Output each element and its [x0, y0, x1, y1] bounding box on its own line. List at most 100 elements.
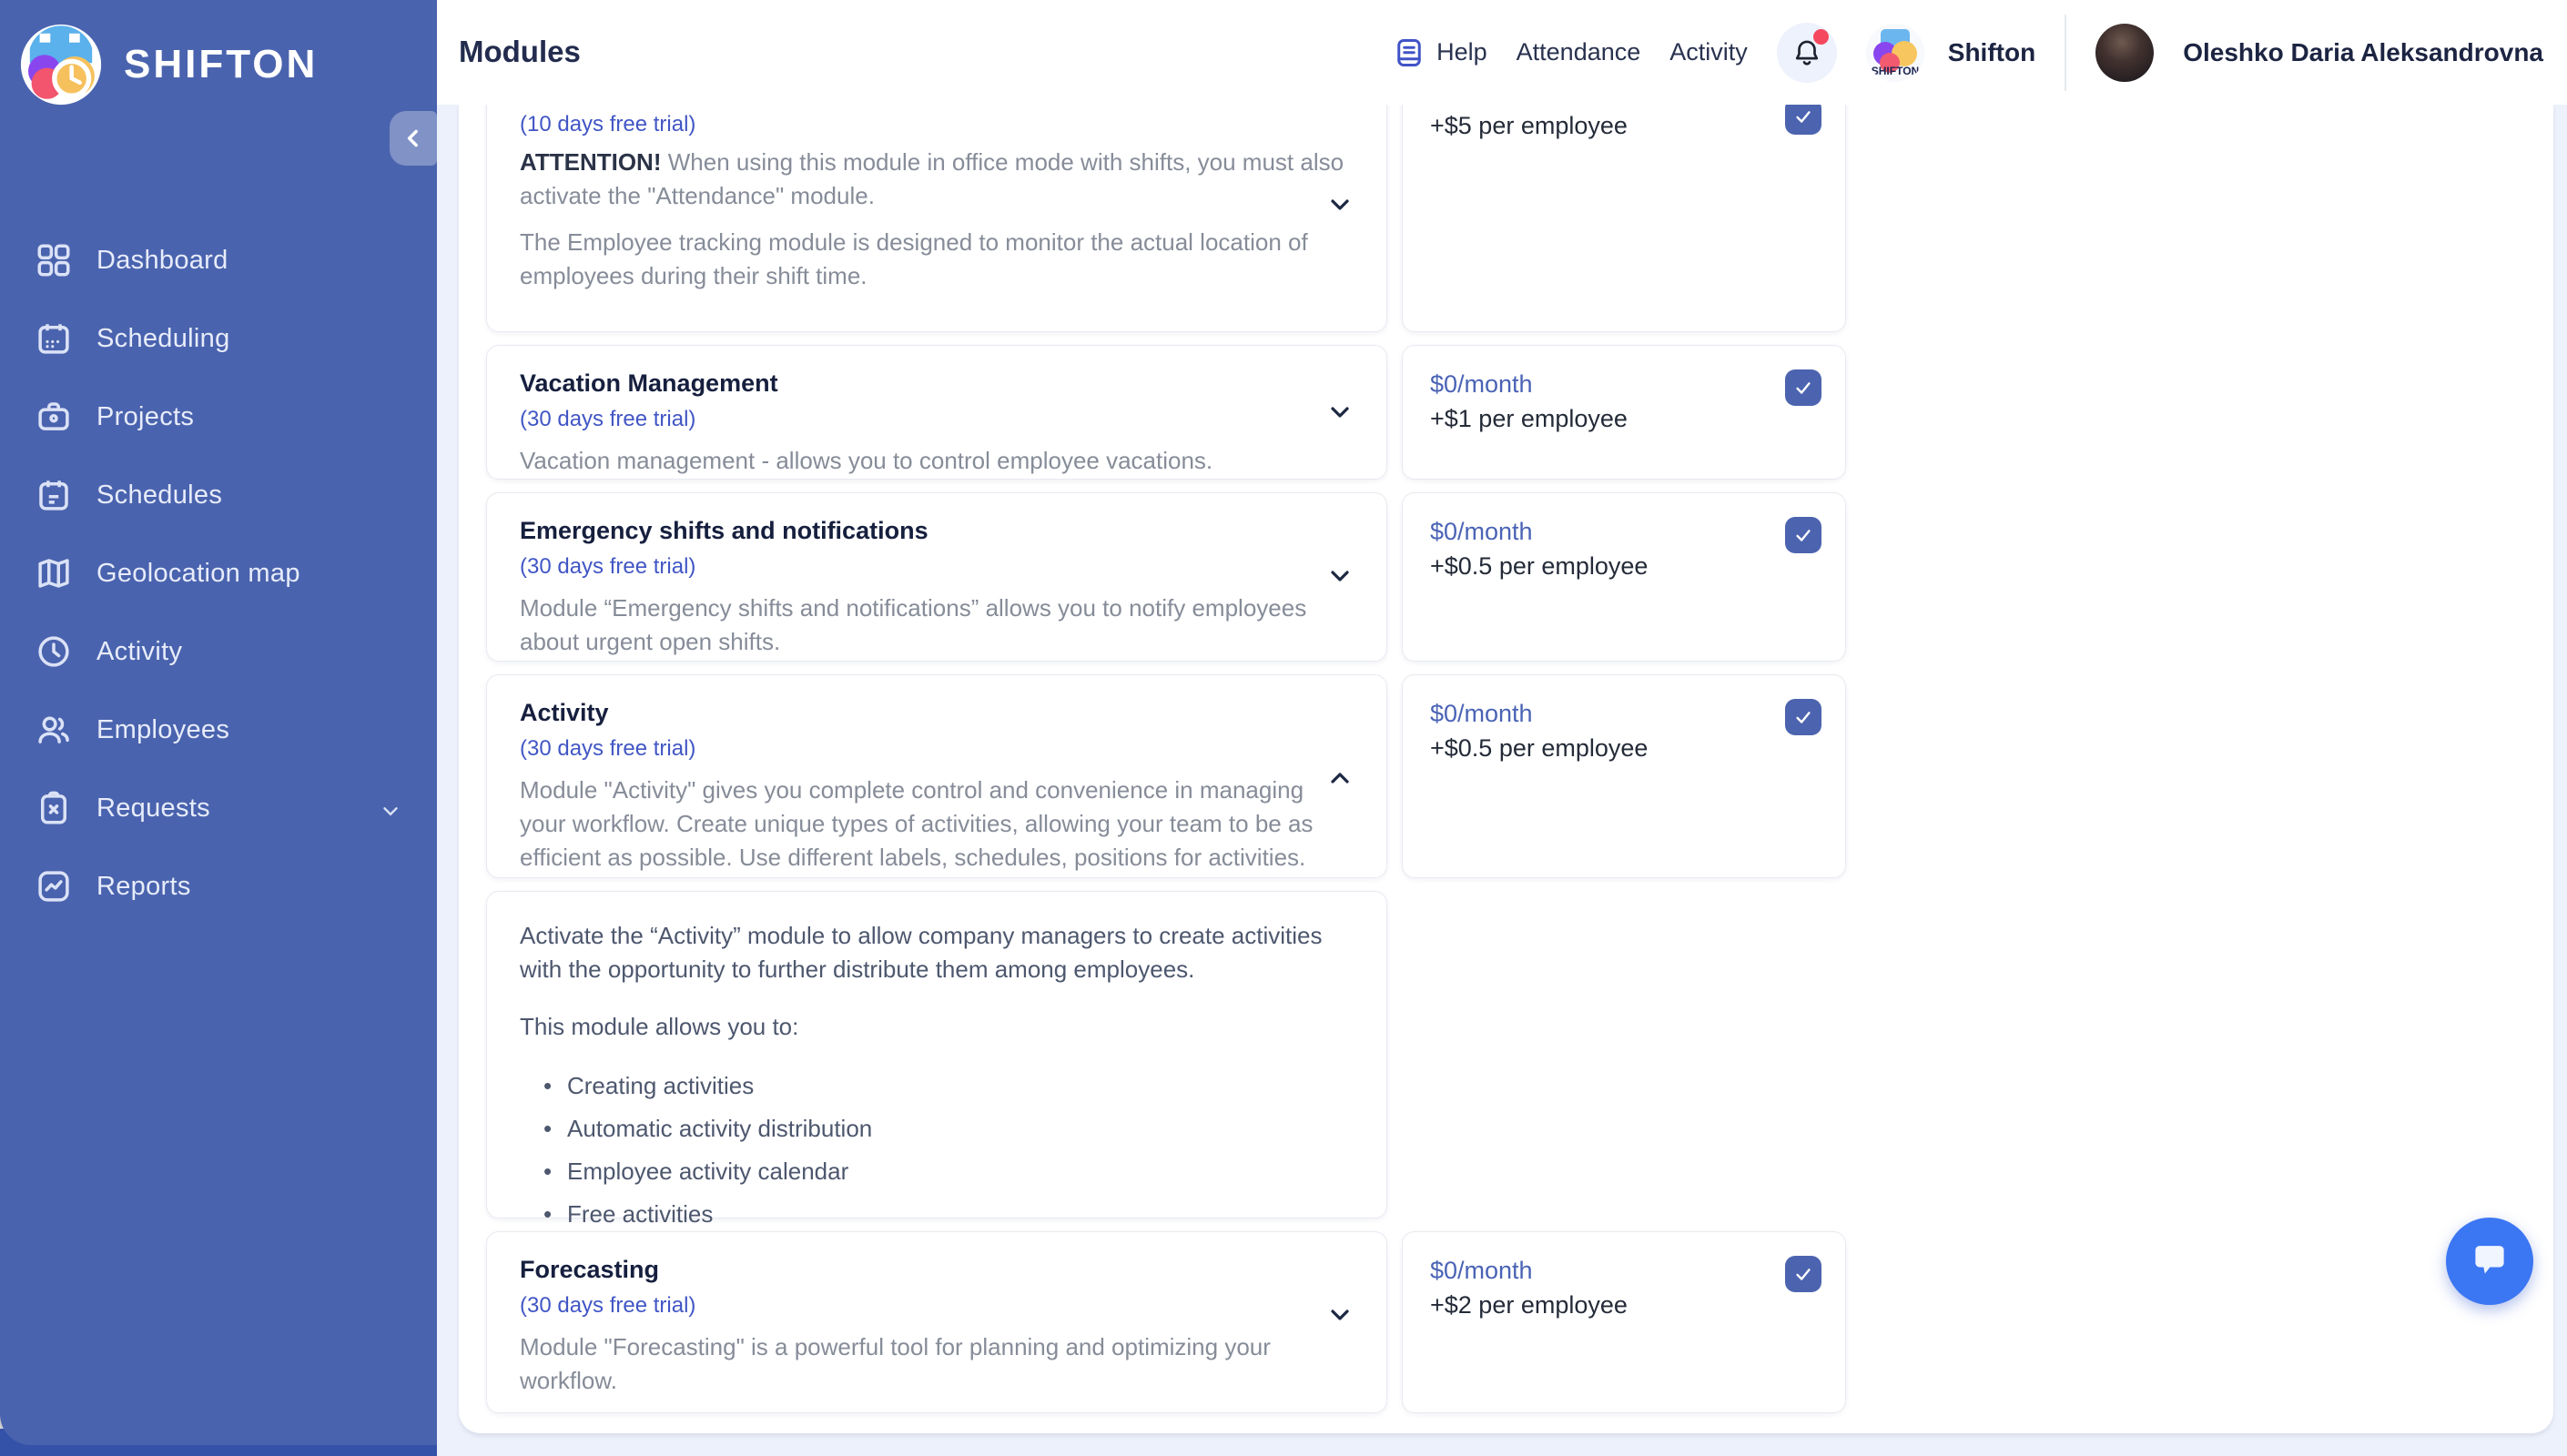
chevron-left-icon: [407, 129, 418, 147]
list-item: Automatic activity distribution: [520, 1112, 1354, 1146]
chart-icon: [38, 871, 69, 902]
checkmark-icon: [1796, 1269, 1811, 1280]
sidebar-item-label: Employees: [96, 714, 230, 744]
module-attention-text: ATTENTION! When using this module in off…: [520, 146, 1354, 213]
module-description: The Employee tracking module is designed…: [520, 228, 1308, 289]
activity-details-intro: Activate the “Activity” module to allow …: [520, 922, 1323, 983]
map-icon: [38, 559, 69, 588]
price-per-employee: +$0.5 per employee: [1430, 734, 1649, 762]
module-trial: (30 days free trial): [520, 407, 696, 431]
module-card-emergency-shifts: Emergency shifts and notifications (30 d…: [486, 492, 1387, 662]
header-divider: [2065, 14, 2067, 91]
module-card-employee-tracking: (10 days free trial) ATTENTION! When usi…: [486, 105, 1387, 332]
module-trial: (30 days free trial): [520, 736, 696, 761]
module-card-activity: Activity (30 days free trial) Module "Ac…: [486, 674, 1387, 878]
attention-body: When using this module in office mode wi…: [520, 148, 1344, 209]
price-per-month: $0/month: [1430, 518, 1533, 545]
module-price-card: $0/month +$2 per employee: [1402, 1231, 1846, 1413]
checkmark-icon: [1796, 530, 1811, 541]
list-item: Free activities: [520, 1198, 1354, 1231]
module-row-employee-tracking: (10 days free trial) ATTENTION! When usi…: [486, 105, 2526, 332]
sidebar-item-projects[interactable]: Projects: [35, 395, 413, 439]
module-row-forecasting: Forecasting (30 days free trial) Module …: [486, 1231, 2526, 1413]
checkmark-icon: [1796, 712, 1811, 723]
main-content: (10 days free trial) ATTENTION! When usi…: [437, 105, 2567, 1456]
attention-label: ATTENTION!: [520, 148, 662, 176]
sidebar-item-scheduling[interactable]: Scheduling: [35, 317, 413, 360]
sidebar-item-activity[interactable]: Activity: [35, 630, 413, 673]
sidebar-item-reports[interactable]: Reports: [35, 864, 413, 908]
module-price-card: $0/month +$1 per employee: [1402, 345, 1846, 480]
sidebar-item-label: Projects: [96, 401, 195, 431]
bell-icon: [1795, 40, 1818, 66]
price-per-employee: +$0.5 per employee: [1430, 552, 1649, 580]
sidebar: SHIFTON Dashboard Scheduling Projects Sc…: [0, 0, 437, 1445]
help-label: Help: [1436, 38, 1487, 66]
expand-chevron-down-icon[interactable]: [1324, 397, 1355, 428]
module-enabled-checkbox[interactable]: [1785, 105, 1821, 135]
sidebar-item-geolocation-map[interactable]: Geolocation map: [35, 551, 413, 595]
sidebar-collapse-button[interactable]: [390, 111, 437, 166]
collapse-chevron-up-icon[interactable]: [1324, 763, 1355, 794]
module-trial: (10 days free trial): [520, 112, 696, 136]
activity-details-subtitle: This module allows you to:: [520, 1013, 799, 1040]
module-description: Module "Forecasting" is a powerful tool …: [520, 1333, 1271, 1394]
company-logo[interactable]: SHIFTON: [1865, 23, 1924, 82]
module-price-card: +$5 per employee: [1402, 105, 1846, 332]
sidebar-item-dashboard[interactable]: Dashboard: [35, 238, 413, 282]
header-link-activity[interactable]: Activity: [1669, 38, 1748, 66]
module-enabled-checkbox[interactable]: [1785, 699, 1821, 735]
module-enabled-checkbox[interactable]: [1785, 517, 1821, 553]
module-trial: (30 days free trial): [520, 554, 696, 579]
module-enabled-checkbox[interactable]: [1785, 1256, 1821, 1292]
header: Modules Help Attendance Activity SHIFTO: [437, 0, 2567, 105]
user-avatar[interactable]: [2095, 23, 2155, 82]
notifications-button[interactable]: [1776, 22, 1837, 83]
sidebar-item-label: Dashboard: [96, 245, 228, 275]
page-title: Modules: [459, 35, 581, 68]
chat-button[interactable]: [2446, 1218, 2533, 1305]
clock-icon: [38, 636, 69, 667]
sidebar-item-label: Requests: [96, 793, 210, 823]
company-name[interactable]: Shifton: [1947, 37, 2036, 66]
clipboard-x-icon: [41, 791, 66, 824]
activity-details-card: Activate the “Activity” module to allow …: [486, 891, 1387, 1231]
module-description: Vacation management - allows you to cont…: [520, 447, 1213, 474]
brand-row: SHIFTON: [0, 0, 437, 106]
module-description: Module "Activity" gives you complete con…: [520, 776, 1314, 871]
header-link-attendance[interactable]: Attendance: [1516, 38, 1641, 66]
sidebar-item-schedules[interactable]: Schedules: [35, 473, 413, 517]
list-item: Creating activities: [520, 1069, 1354, 1103]
calendar-icon: [38, 324, 69, 354]
list-item: Employee activity calendar: [520, 1155, 1354, 1188]
help-button[interactable]: Help: [1393, 36, 1487, 69]
module-trial: (30 days free trial): [520, 1293, 696, 1318]
sidebar-item-label: Reports: [96, 871, 191, 901]
sidebar-item-label: Schedules: [96, 480, 223, 510]
notification-dot: [1812, 28, 1829, 45]
checkmark-icon: [1796, 382, 1811, 394]
sidebar-item-label: Scheduling: [96, 323, 230, 353]
price-per-employee: +$1 per employee: [1430, 405, 1628, 432]
user-name[interactable]: Oleshko Daria Aleksandrovna: [2183, 37, 2543, 66]
grid-icon: [37, 244, 70, 277]
modules-panel: (10 days free trial) ATTENTION! When usi…: [459, 105, 2553, 1433]
price-per-month: $0/month: [1430, 1257, 1533, 1284]
price-per-employee: +$5 per employee: [1430, 112, 1628, 139]
chevron-down-icon: [379, 799, 402, 827]
sidebar-item-requests[interactable]: Requests: [35, 786, 413, 830]
sidebar-item-label: Activity: [96, 636, 183, 666]
module-title: Forecasting: [520, 1256, 660, 1283]
expand-chevron-down-icon[interactable]: [1324, 561, 1355, 592]
chat-bubble-icon: [2475, 1246, 2504, 1274]
header-actions: Help Attendance Activity SHIFTON Shifton: [1393, 0, 2543, 105]
users-icon: [38, 716, 69, 743]
sidebar-item-employees[interactable]: Employees: [35, 708, 413, 752]
module-enabled-checkbox[interactable]: [1785, 369, 1821, 406]
expand-chevron-down-icon[interactable]: [1324, 1299, 1355, 1330]
expand-chevron-down-icon[interactable]: [1324, 189, 1355, 220]
module-row-vacation-management: Vacation Management (30 days free trial)…: [486, 345, 2526, 480]
price-per-employee: +$2 per employee: [1430, 1291, 1628, 1319]
activity-details-list: Creating activities Automatic activity d…: [520, 1069, 1354, 1231]
